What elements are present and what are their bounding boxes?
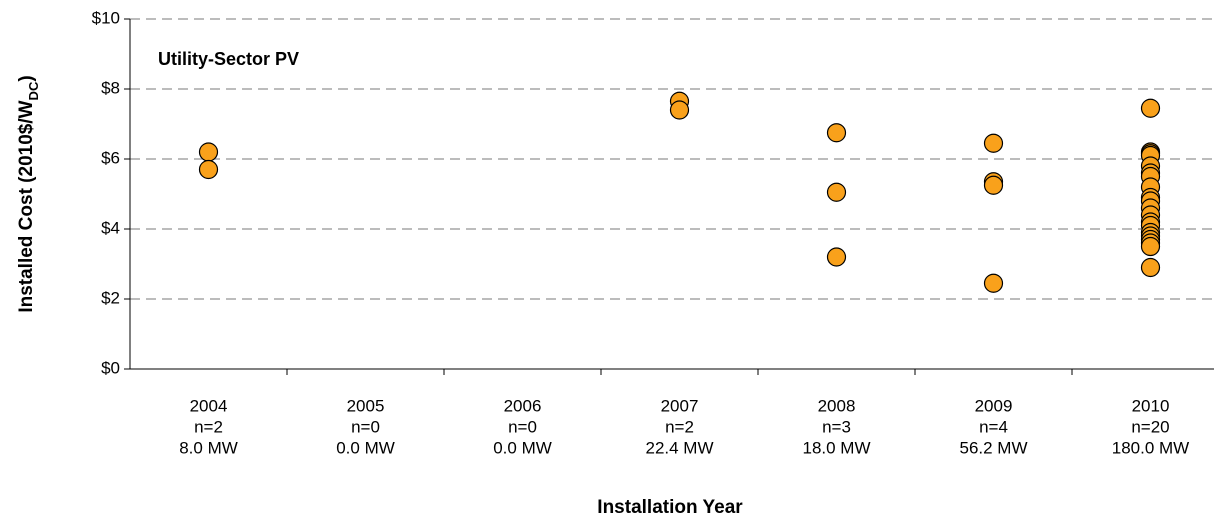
point — [198, 159, 219, 180]
x-tick-count: n=2 — [194, 417, 223, 436]
x-tick-capacity: 56.2 MW — [959, 438, 1027, 457]
point — [826, 182, 847, 202]
x-tick-count: n=2 — [665, 417, 694, 436]
x-tick-label: 2005 — [347, 396, 385, 415]
x-tick-label: 2007 — [661, 396, 699, 415]
y-tick-label: $0 — [101, 358, 120, 377]
point — [198, 142, 219, 162]
point — [826, 123, 847, 143]
y-axis-title-sub: DC — [26, 81, 41, 100]
y-tick-label: $8 — [101, 78, 120, 97]
x-tick-capacity: 0.0 MW — [493, 438, 552, 457]
y-axis-title: Installed Cost (2010$/WDC) — [16, 75, 41, 312]
x-tick-capacity: 0.0 MW — [336, 438, 395, 457]
x-tick-label: 2006 — [504, 396, 542, 415]
point — [1140, 236, 1161, 257]
point — [1140, 257, 1161, 278]
point — [1140, 98, 1161, 118]
x-tick-capacity: 8.0 MW — [179, 438, 238, 457]
point — [983, 273, 1004, 293]
x-tick-label: 2009 — [975, 396, 1013, 415]
x-tick-capacity: 180.0 MW — [1112, 438, 1189, 457]
y-tick-label: $10 — [92, 8, 120, 27]
x-tick-count: n=0 — [351, 417, 380, 436]
point — [826, 247, 847, 267]
x-tick-count: n=20 — [1131, 417, 1169, 436]
y-tick-label: $6 — [101, 148, 120, 167]
point — [983, 175, 1004, 195]
point — [983, 133, 1004, 153]
annotation: Utility-Sector PV — [158, 49, 299, 69]
x-tick-label: 2010 — [1132, 396, 1170, 415]
y-tick-label: $2 — [101, 288, 120, 307]
x-tick-count: n=0 — [508, 417, 537, 436]
x-tick-capacity: 18.0 MW — [802, 438, 870, 457]
x-tick-capacity: 22.4 MW — [645, 438, 713, 457]
x-tick-label: 2004 — [190, 396, 228, 415]
x-tick-label: 2008 — [818, 396, 856, 415]
x-tick-count: n=4 — [979, 417, 1008, 436]
y-axis-title-end: ) — [16, 75, 37, 81]
x-axis-title: Installation Year — [597, 497, 743, 518]
x-tick-count: n=3 — [822, 417, 851, 436]
y-axis-title-main: Installed Cost (2010$/W — [16, 100, 37, 312]
y-tick-label: $4 — [101, 218, 120, 237]
point — [669, 100, 690, 120]
